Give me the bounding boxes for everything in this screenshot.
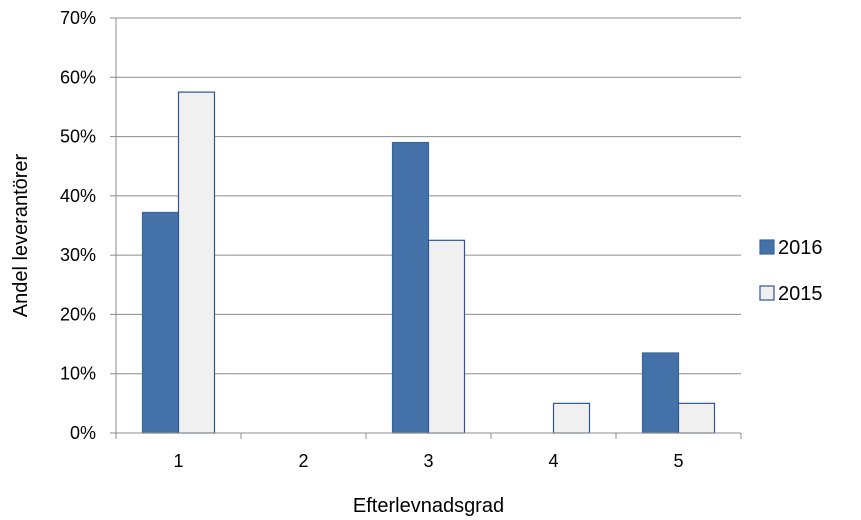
x-axis-label: Efterlevnadsgrad xyxy=(353,495,504,517)
y-tick-label: 30% xyxy=(60,245,96,265)
x-axis-ticks: 1 2 3 4 5 xyxy=(115,433,742,471)
bar-2015 xyxy=(427,239,466,434)
y-tick-label: 40% xyxy=(60,186,96,206)
bars xyxy=(141,91,716,434)
x-tick-label: 3 xyxy=(423,451,433,471)
x-tick-label: 4 xyxy=(548,451,558,471)
bar-2015 xyxy=(552,402,591,434)
y-tick-label: 10% xyxy=(60,364,96,384)
x-tick-label: 2 xyxy=(298,451,308,471)
legend-label-2015: 2015 xyxy=(778,283,823,305)
y-axis-label: Andel leverantörer xyxy=(10,153,32,317)
y-tick-label: 50% xyxy=(60,127,96,147)
y-tick-label: 20% xyxy=(60,304,96,324)
bar-2016 xyxy=(391,141,430,434)
bar-2015 xyxy=(177,91,216,434)
legend-swatch-2015 xyxy=(759,285,775,301)
y-axis-ticks: 0% 10% 20% 30% 40% 50% 60% 70% xyxy=(60,8,116,443)
y-tick-label: 0% xyxy=(70,423,96,443)
legend-label-2016: 2016 xyxy=(778,237,823,259)
bar-2015 xyxy=(677,402,716,434)
y-tick-label: 70% xyxy=(60,8,96,28)
bar-2016 xyxy=(641,352,680,434)
y-tick-label: 60% xyxy=(60,67,96,87)
legend-swatch-2016 xyxy=(759,239,775,255)
legend: 2016 2015 xyxy=(759,237,823,305)
x-tick-label: 5 xyxy=(673,451,683,471)
x-tick-label: 1 xyxy=(173,451,183,471)
bar-2016 xyxy=(141,211,180,434)
